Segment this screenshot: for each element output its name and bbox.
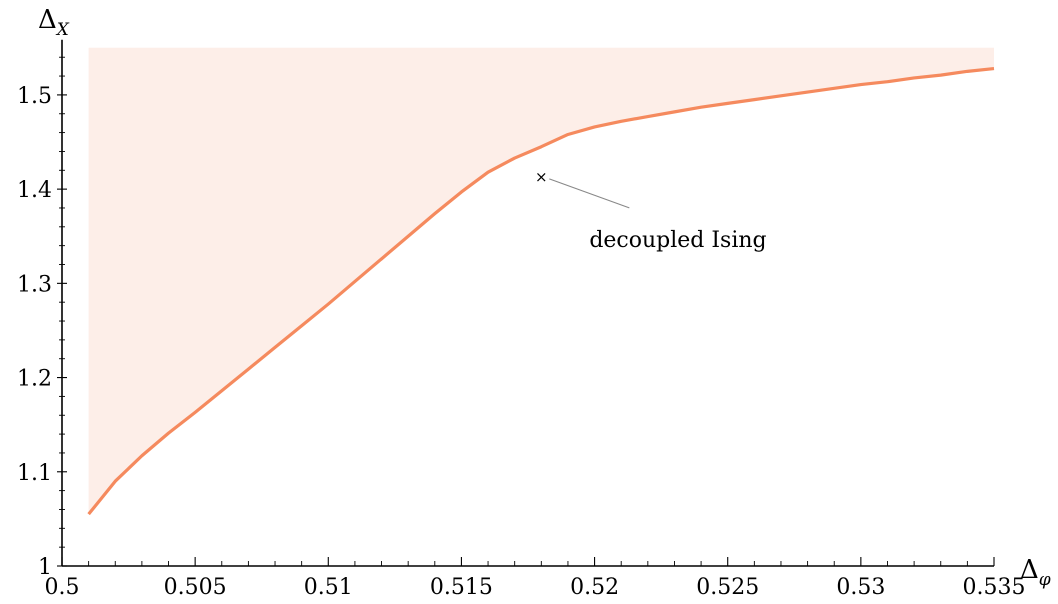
y-tick-label: 1 [38,555,52,580]
allowed-region-fill [88,47,994,515]
x-tick-label: 0.5 [45,575,80,600]
x-axis-title: Δφ [1020,555,1051,590]
x-tick-label: 0.515 [430,575,493,600]
y-tick-label: 1.2 [17,367,52,392]
y-axis-title: ΔX [38,5,70,40]
x-tick-label: 0.535 [963,575,1026,600]
decoupled-ising-annotation: × decoupled Ising [535,168,767,253]
decoupled-ising-marker: × [535,168,548,186]
y-tick-label: 1.3 [17,272,52,297]
y-tick-label: 1.4 [17,178,52,203]
x-tick-label: 0.51 [304,575,353,600]
annotation-leader-line [549,178,630,209]
x-axis-ticks: 0.5 0.505 0.51 0.515 0.52 0.525 0.53 0.535 [45,557,1026,600]
x-tick-label: 0.525 [696,575,759,600]
bound-curve [87,66,995,516]
y-tick-label: 1.1 [17,461,52,486]
x-tick-label: 0.53 [836,575,885,600]
y-axis-ticks: 1 1.1 1.2 1.3 1.4 1.5 [17,56,67,580]
x-tick-label: 0.505 [164,575,227,600]
x-tick-label: 0.52 [570,575,619,600]
y-tick-label: 1.5 [17,84,52,109]
decoupled-ising-label: decoupled Ising [589,228,766,253]
